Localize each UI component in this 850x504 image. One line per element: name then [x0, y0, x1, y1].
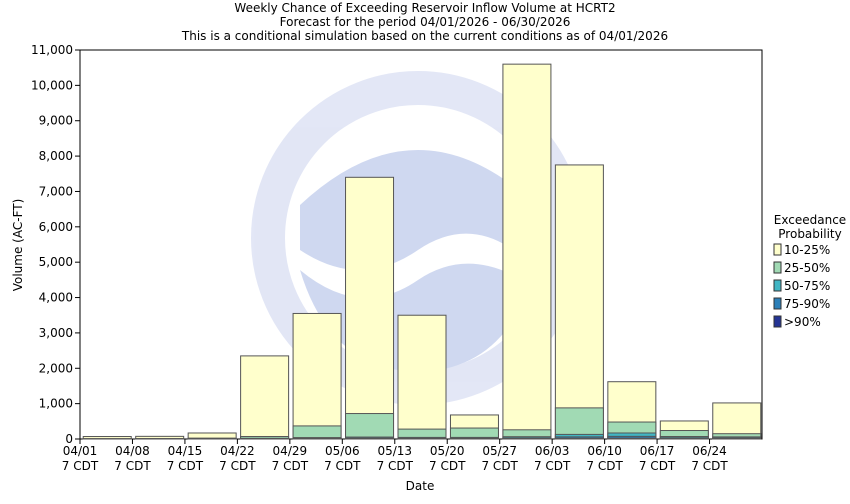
x-tick-label-time: 7 CDT [639, 459, 676, 473]
x-tick-label-date: 05/27 [482, 444, 517, 458]
bar-06-03-series-4 [555, 438, 603, 439]
bar-05-13-series-0 [398, 315, 446, 439]
x-tick-label-time: 7 CDT [429, 459, 466, 473]
bar-05-06-series-0 [346, 177, 394, 439]
x-tick-label-date: 06/03 [535, 444, 570, 458]
x-tick-label-date: 05/13 [377, 444, 412, 458]
chart-title: Weekly Chance of Exceeding Reservoir Inf… [181, 1, 668, 43]
y-axis: 01,0002,0003,0004,0005,0006,0007,0008,00… [31, 43, 80, 446]
bar-05-27-series-0 [503, 64, 551, 439]
legend: Exceedance Probability 10-25% 25-50% 50-75… [774, 213, 846, 329]
x-axis-title: Date [406, 479, 435, 493]
chart-title-line-1: Weekly Chance of Exceeding Reservoir Inf… [234, 1, 615, 15]
legend-swatch [774, 298, 781, 309]
y-tick-label: 1,000 [39, 397, 73, 411]
x-tick-label-time: 7 CDT [219, 459, 256, 473]
legend-swatch [774, 280, 781, 291]
x-tick-label-time: 7 CDT [691, 459, 728, 473]
x-tick-label-date: 06/17 [640, 444, 675, 458]
legend-swatch [774, 316, 781, 327]
legend-label: >90% [784, 315, 821, 329]
legend-swatch [774, 244, 781, 255]
bar-04-29-series-1 [293, 426, 341, 439]
y-tick-label: 10,000 [31, 78, 73, 92]
x-tick-label-time: 7 CDT [377, 459, 414, 473]
x-tick-label-date: 06/10 [587, 444, 622, 458]
legend-label: 10-25% [784, 243, 830, 257]
legend-label: 50-75% [784, 279, 830, 293]
y-tick-label: 2,000 [39, 361, 73, 375]
bar-04-22-series-0 [241, 356, 289, 439]
legend-title-line-2: Probability [778, 227, 841, 241]
x-tick-label-time: 7 CDT [481, 459, 518, 473]
y-axis-title: Volume (AC-FT) [11, 199, 25, 292]
y-tick-label: 9,000 [39, 114, 73, 128]
x-tick-label-date: 05/20 [430, 444, 465, 458]
x-tick-label-date: 04/29 [273, 444, 308, 458]
chart-title-line-3: This is a conditional simulation based o… [181, 29, 668, 43]
y-tick-label: 11,000 [31, 43, 73, 57]
bar-06-03-series-0 [555, 165, 603, 439]
x-tick-label-time: 7 CDT [62, 459, 99, 473]
bar-04-29-series-0 [293, 313, 341, 439]
x-tick-label-date: 06/24 [692, 444, 727, 458]
legend-label: 25-50% [784, 261, 830, 275]
chart-title-line-2: Forecast for the period 04/01/2026 - 06/… [280, 15, 571, 29]
bar-06-10-series-4 [608, 438, 656, 439]
x-tick-label-time: 7 CDT [114, 459, 151, 473]
y-tick-label: 7,000 [39, 184, 73, 198]
legend-title-line-1: Exceedance [774, 213, 846, 227]
legend-label: 75-90% [784, 297, 830, 311]
x-tick-label-time: 7 CDT [324, 459, 361, 473]
x-tick-label-date: 04/01 [63, 444, 98, 458]
x-tick-label-time: 7 CDT [586, 459, 623, 473]
legend-swatch [774, 262, 781, 273]
y-tick-label: 4,000 [39, 291, 73, 305]
y-tick-label: 6,000 [39, 220, 73, 234]
bar-05-06-series-1 [346, 414, 394, 439]
y-tick-label: 3,000 [39, 326, 73, 340]
x-tick-label-date: 04/08 [115, 444, 150, 458]
x-tick-label-date: 05/06 [325, 444, 360, 458]
y-tick-label: 5,000 [39, 255, 73, 269]
x-tick-label-time: 7 CDT [534, 459, 571, 473]
x-tick-label-date: 04/22 [220, 444, 255, 458]
x-tick-label-date: 04/15 [168, 444, 203, 458]
y-tick-label: 8,000 [39, 149, 73, 163]
x-tick-label-time: 7 CDT [272, 459, 309, 473]
x-tick-label-time: 7 CDT [167, 459, 204, 473]
